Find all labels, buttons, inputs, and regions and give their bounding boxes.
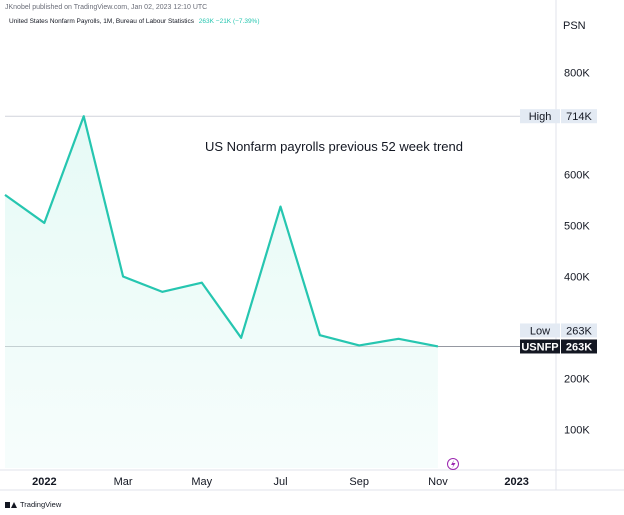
y-tick-label: 800K: [564, 67, 590, 79]
series-legend[interactable]: United States Nonfarm Payrolls, 1M, Bure…: [9, 18, 260, 25]
axis-unit-label: PSN: [563, 20, 586, 32]
lightning-glyph: [451, 460, 456, 469]
y-tick-label: 500K: [564, 220, 590, 232]
marker-label: Low: [530, 325, 550, 337]
x-tick-label: May: [191, 476, 212, 488]
x-tick-label: 2022: [32, 476, 56, 488]
series-value: 263K −21K (−7.39%): [198, 18, 260, 25]
marker-value: 263K: [566, 325, 592, 337]
y-tick-label: 400K: [564, 272, 590, 284]
marker-label-box: [520, 109, 560, 124]
marker-value: 714K: [566, 111, 592, 123]
x-tick-label: Nov: [428, 476, 448, 488]
marker-value: 263K: [566, 341, 592, 353]
marker-value-box: [561, 109, 597, 124]
series-area-fill: [5, 116, 438, 468]
chart-title: US Nonfarm payrolls previous 52 week tre…: [205, 139, 463, 154]
y-tick-label: 100K: [564, 425, 590, 437]
tradingview-logo-icon: [5, 501, 17, 509]
y-tick-label: 600K: [564, 169, 590, 181]
x-tick-label: Jul: [273, 476, 287, 488]
tradingview-footer[interactable]: TradingView: [5, 500, 61, 509]
publisher-attribution: JKnobel published on TradingView.com, Ja…: [5, 4, 208, 11]
marker-label-box: [520, 339, 560, 354]
marker-label: High: [529, 111, 552, 123]
marker-label-box: [520, 323, 560, 338]
marker-value-box: [561, 339, 597, 354]
series-line: [4, 115, 439, 348]
marker-value-box: [561, 323, 597, 338]
y-tick-label: 200K: [564, 374, 590, 386]
x-tick-label: Mar: [114, 476, 133, 488]
series-title: United States Nonfarm Payrolls, 1M, Bure…: [9, 18, 194, 25]
brand-label: TradingView: [20, 500, 62, 509]
marker-label: USNFP: [521, 341, 558, 353]
x-tick-label: Sep: [349, 476, 369, 488]
x-tick-label: 2023: [504, 476, 528, 488]
